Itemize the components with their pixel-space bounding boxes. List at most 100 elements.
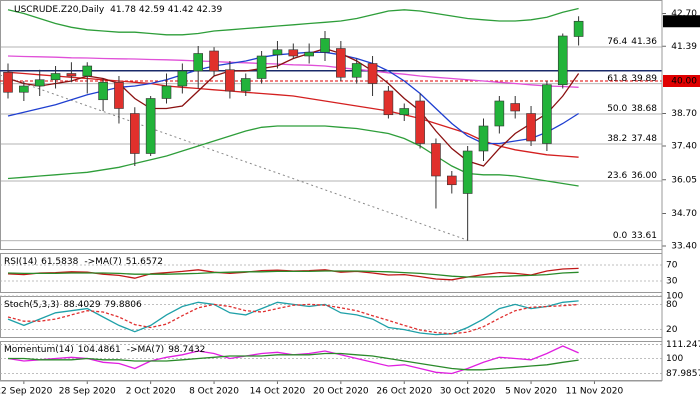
ohlc-value: 42.39	[196, 5, 222, 15]
y-tick-label: 111.2476	[666, 340, 700, 350]
fib-value: 33.61	[631, 230, 657, 240]
fib-value: 36.00	[631, 171, 657, 181]
y-tick-label: 87.9857	[666, 369, 700, 379]
x-tick-label: 11 Nov 2020	[566, 387, 624, 397]
x-tick-label: 5 Nov 2020	[505, 387, 557, 397]
x-tick-label: 22 Sep 2020	[0, 387, 53, 397]
y-tick-label: 37.40	[671, 142, 697, 152]
series-name: Stoch(5,3,3)	[4, 300, 59, 310]
x-tick-label: 14 Oct 2020	[250, 387, 306, 397]
candle-body	[225, 69, 235, 92]
ohlc-value: 41.42	[168, 5, 194, 15]
candle-body	[288, 49, 299, 57]
indicator-title: Momentum(14) 104.4861 ->MA(7) 98.7432	[4, 345, 205, 355]
candle-body	[510, 103, 521, 112]
indicator-line	[7, 300, 579, 336]
fib-label: 38.2 37.48	[607, 134, 657, 144]
series-name: RSI(14)	[4, 257, 37, 267]
series-value: 104.4861	[78, 345, 121, 355]
series-name: ->MA(7)	[127, 345, 164, 355]
candle-body	[161, 85, 172, 99]
fib-label: 23.6 36.00	[607, 171, 657, 181]
y-tick-label: 70	[666, 261, 678, 271]
fib-value: 38.68	[631, 104, 657, 114]
series-value: 88.4029	[63, 300, 100, 310]
series-value: 79.8806	[105, 300, 142, 310]
candle-body	[3, 71, 13, 93]
overlay-line	[7, 7, 579, 36]
y-tick-label: 41.39	[671, 42, 697, 52]
x-tick-label: 2 Oct 2020	[126, 387, 176, 397]
fib-label: 61.8 39.89	[607, 73, 657, 83]
x-tick-label: 28 Sep 2020	[59, 387, 116, 397]
candle-body	[494, 100, 505, 127]
series-value: 51.6572	[126, 257, 163, 267]
fib-ratio: 38.2	[607, 134, 627, 144]
indicator-line	[7, 270, 579, 278]
candle-body	[209, 50, 219, 72]
candle-body	[34, 79, 45, 87]
indicator-title: RSI(14) 61.5838 ->MA(7) 51.6572	[4, 257, 163, 267]
candle-body	[240, 78, 251, 92]
fib-ratio: 50.0	[607, 104, 627, 114]
candle-body	[399, 108, 410, 116]
candle-body	[130, 113, 140, 154]
candle-body	[415, 100, 425, 144]
fib-value: 39.89	[631, 73, 657, 83]
candle-body	[256, 55, 267, 79]
candle-body	[383, 90, 394, 116]
chart-title: USCRUDE.Z20,Daily 41.78 42.59 41.42 42.39	[14, 5, 222, 15]
y-tick-label: 80	[666, 300, 678, 310]
y-tick-label: 100	[666, 292, 683, 302]
candle-body	[177, 70, 188, 87]
candle-body	[272, 49, 283, 56]
series-name: Momentum(14)	[4, 345, 74, 355]
fib-value: 41.36	[631, 37, 657, 47]
candle-body	[446, 175, 457, 186]
indicator-line	[7, 303, 579, 335]
x-tick-label: 8 Oct 2020	[189, 387, 239, 397]
y-tick-label: 38.70	[671, 109, 697, 119]
candle-body	[114, 81, 124, 109]
candle-body	[82, 65, 93, 77]
candle-body	[367, 63, 378, 84]
fib-label: 0.0 33.61	[613, 230, 657, 240]
candle-body	[145, 98, 156, 154]
series-value: 98.7432	[168, 345, 205, 355]
y-tick-label: 42.70	[671, 9, 697, 19]
level-box	[663, 75, 700, 87]
fib-ratio: 76.4	[607, 37, 627, 47]
candle-body	[193, 53, 203, 72]
level-label: 40.00	[671, 77, 697, 87]
fib-ratio: 61.8	[607, 73, 627, 83]
candle-body	[336, 48, 346, 78]
ohlc-value: 41.78	[110, 5, 136, 15]
y-tick-label: 20	[666, 325, 678, 335]
overlay-line	[7, 55, 579, 88]
candle-body	[50, 73, 61, 81]
fib-value: 37.48	[631, 134, 657, 144]
y-tick-label: 34.70	[671, 209, 697, 219]
last-price-box	[663, 15, 700, 28]
candle-body	[542, 84, 552, 144]
x-tick-label: 26 Oct 2020	[376, 387, 432, 397]
candle-body	[478, 125, 489, 152]
candle-body	[304, 51, 314, 57]
ohlc-value: 42.59	[139, 5, 165, 15]
candle-body	[462, 150, 473, 194]
y-tick-label: 100	[666, 354, 683, 364]
series-value: 61.5838	[41, 257, 78, 267]
candle-body	[320, 38, 330, 53]
indicator-title: Stoch(5,3,3) 88.4029 79.8806	[4, 300, 142, 310]
x-tick-label: 20 Oct 2020	[313, 387, 369, 397]
candle-body	[19, 85, 29, 93]
fib-label: 50.0 38.68	[607, 104, 657, 114]
symbol: USCRUDE.Z20,Daily	[14, 5, 105, 15]
candle-body	[351, 63, 362, 78]
series-name: ->MA(7)	[84, 257, 121, 267]
candle-body	[431, 143, 441, 177]
fib-ratio: 0.0	[613, 230, 628, 240]
candle-body	[66, 73, 77, 77]
